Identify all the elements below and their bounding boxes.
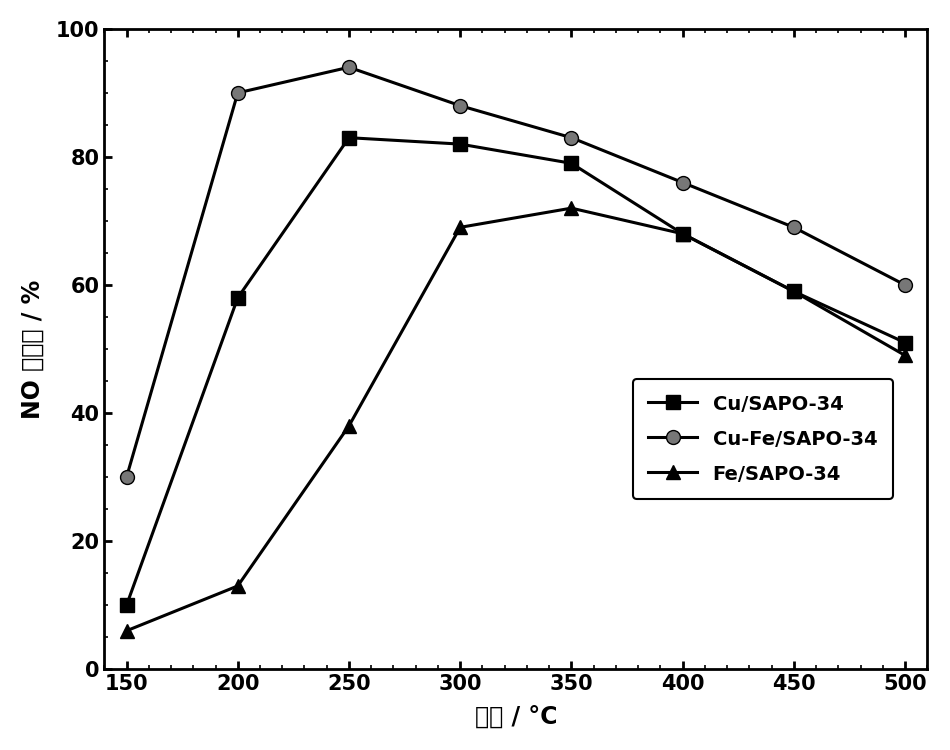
- Cu/SAPO-34: [900, 338, 911, 347]
- Cu-Fe/SAPO-34: [788, 223, 800, 232]
- Cu-Fe/SAPO-34: [565, 134, 577, 142]
- Cu-Fe/SAPO-34: [343, 63, 354, 72]
- Line: Cu-Fe/SAPO-34: Cu-Fe/SAPO-34: [120, 60, 912, 484]
- Line: Cu/SAPO-34: Cu/SAPO-34: [120, 130, 912, 612]
- Cu/SAPO-34: [343, 134, 354, 142]
- Cu/SAPO-34: [454, 140, 466, 148]
- Fe/SAPO-34: [121, 626, 132, 635]
- Cu/SAPO-34: [677, 230, 689, 238]
- Cu-Fe/SAPO-34: [454, 101, 466, 110]
- Cu/SAPO-34: [121, 601, 132, 610]
- Fe/SAPO-34: [788, 287, 800, 296]
- Y-axis label: NO 转化率 / %: NO 转化率 / %: [21, 280, 45, 418]
- Cu/SAPO-34: [565, 159, 577, 168]
- Fe/SAPO-34: [677, 230, 689, 238]
- Cu/SAPO-34: [788, 287, 800, 296]
- Line: Fe/SAPO-34: Fe/SAPO-34: [120, 201, 912, 638]
- Legend: Cu/SAPO-34, Cu-Fe/SAPO-34, Fe/SAPO-34: Cu/SAPO-34, Cu-Fe/SAPO-34, Fe/SAPO-34: [633, 379, 893, 500]
- Cu/SAPO-34: [232, 293, 243, 302]
- Fe/SAPO-34: [565, 204, 577, 213]
- X-axis label: 温度 / °C: 温度 / °C: [475, 705, 557, 729]
- Fe/SAPO-34: [343, 422, 354, 430]
- Cu-Fe/SAPO-34: [900, 280, 911, 290]
- Fe/SAPO-34: [454, 223, 466, 232]
- Cu-Fe/SAPO-34: [677, 178, 689, 187]
- Fe/SAPO-34: [232, 581, 243, 590]
- Fe/SAPO-34: [900, 351, 911, 360]
- Cu-Fe/SAPO-34: [121, 472, 132, 482]
- Cu-Fe/SAPO-34: [232, 88, 243, 98]
